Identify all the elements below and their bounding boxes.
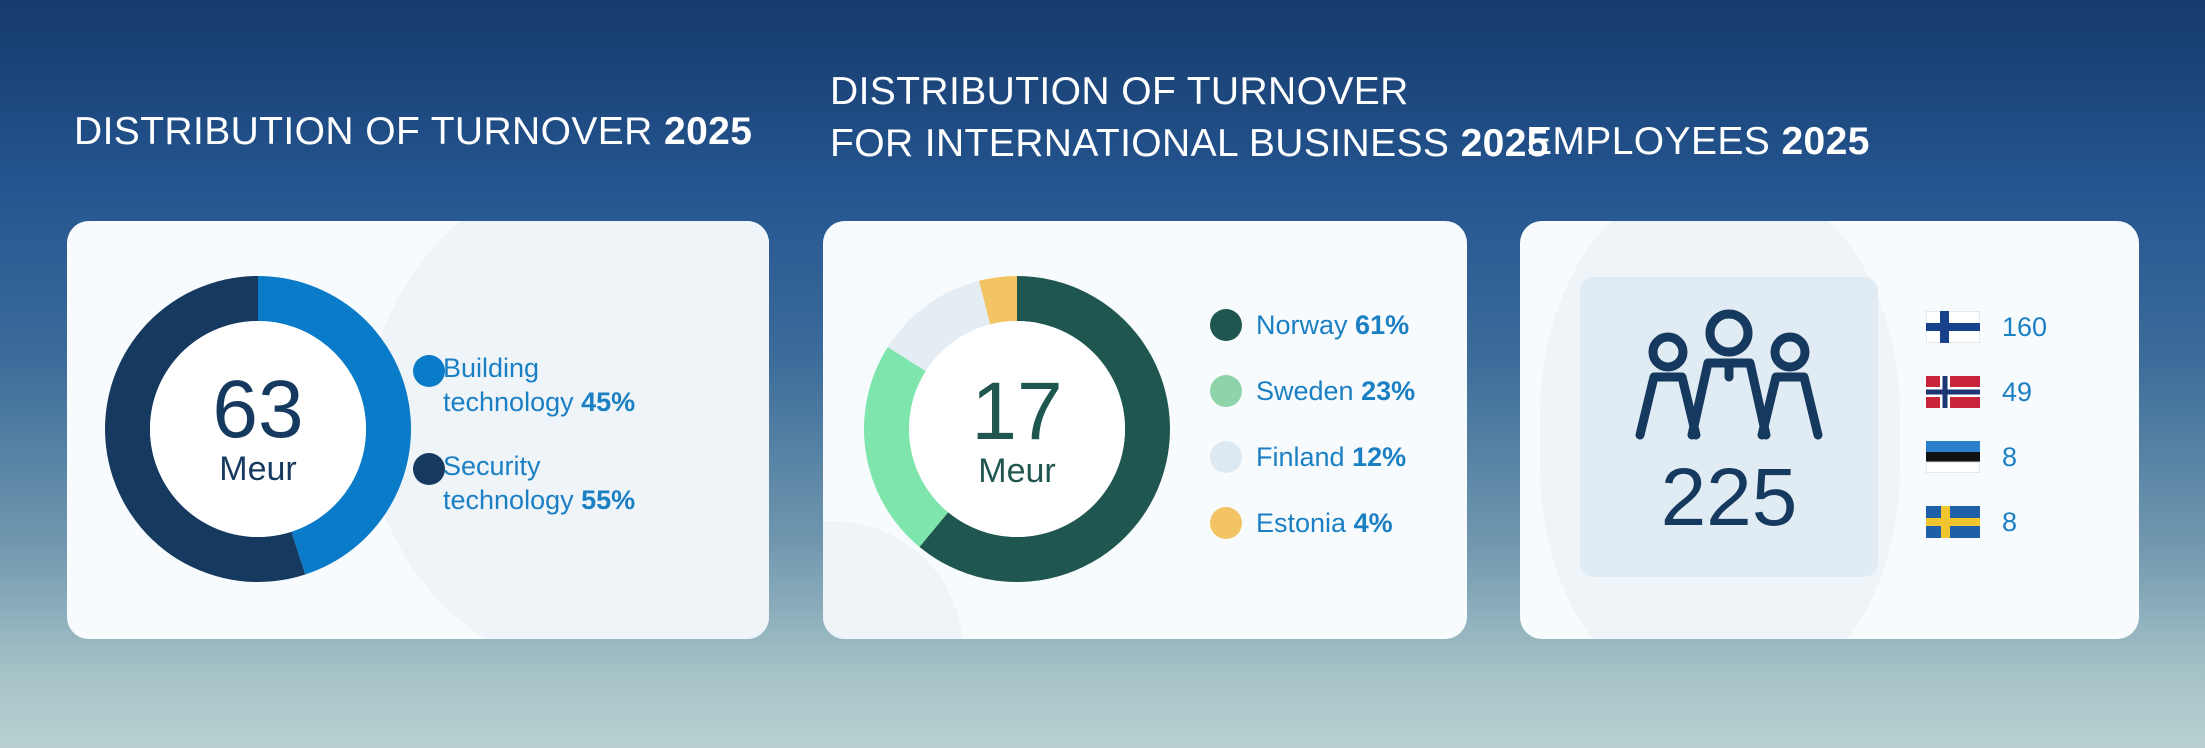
legend-label-line1: Security xyxy=(443,451,541,481)
employees-title: EMPLOYEES 2025 xyxy=(1526,120,1870,163)
employees-total-value: 225 xyxy=(1660,452,1798,543)
employees-total-box: 225 xyxy=(1580,277,1878,577)
slice-sweden xyxy=(864,347,949,547)
international-center-value: 17 xyxy=(971,366,1063,457)
turnover-card: 63 Meur Building technology 45% Security… xyxy=(67,221,769,639)
legend-item-estonia: Estonia 4% xyxy=(1210,506,1393,540)
legend-dot xyxy=(1210,309,1242,341)
people-group-icon xyxy=(1635,309,1823,440)
legend-dot xyxy=(1210,441,1242,473)
turnover-center-unit: Meur xyxy=(219,450,297,488)
legend-item-building: Building technology 45% xyxy=(413,351,636,419)
legend-dot xyxy=(413,355,445,387)
sweden-employees-value: 8 xyxy=(2002,507,2018,537)
international-turnover-card: 17 Meur Norway 61% Sweden 23% Finland 12… xyxy=(823,221,1467,639)
turnover-center-value: 63 xyxy=(212,364,304,455)
employees-card: 225 160 49 8 8 xyxy=(1520,221,2139,639)
legend-item-norway: Norway 61% xyxy=(1210,308,1409,342)
international-title-line2: FOR INTERNATIONAL BUSINESS 2025 xyxy=(830,122,1549,165)
donut-hole xyxy=(150,321,366,537)
legend-label-line1: Building xyxy=(443,353,540,383)
finland-employees-value: 160 xyxy=(2002,312,2048,342)
norway-flag-icon xyxy=(1926,376,1980,408)
legend-item-finland: Finland 12% xyxy=(1210,440,1406,474)
sweden-flag-icon xyxy=(1926,506,1980,538)
donut-hole xyxy=(909,321,1125,537)
turnover-title: DISTRIBUTION OF TURNOVER 2025 xyxy=(74,110,753,153)
international-turnover-title: DISTRIBUTION OF TURNOVER FOR INTERNATION… xyxy=(830,66,1549,170)
international-title-line1: DISTRIBUTION OF TURNOVER xyxy=(830,70,1409,113)
turnover-donut-chart xyxy=(105,276,412,582)
international-center-unit: Meur xyxy=(978,452,1056,490)
estonia-flag-icon xyxy=(1926,441,1980,473)
norway-employees-value: 49 xyxy=(2002,377,2033,407)
card-decoration xyxy=(367,221,769,639)
legend-item-security: Security technology 55% xyxy=(413,449,636,517)
slice-building-technology xyxy=(258,276,412,575)
slice-estonia xyxy=(978,276,1017,325)
legend-dot xyxy=(1210,507,1242,539)
legend-label-line2: technology 55% xyxy=(443,485,636,515)
legend-dot xyxy=(1210,375,1242,407)
legend-label-line2: technology 45% xyxy=(443,387,636,417)
slice-finland xyxy=(887,280,991,372)
finland-flag-icon xyxy=(1926,311,1980,343)
slice-security-technology xyxy=(105,276,306,582)
estonia-employees-value: 8 xyxy=(2002,442,2018,472)
slice-norway xyxy=(919,276,1170,582)
legend-item-sweden: Sweden 23% xyxy=(1210,374,1415,408)
legend-dot xyxy=(413,453,445,485)
international-donut-chart xyxy=(864,276,1170,582)
